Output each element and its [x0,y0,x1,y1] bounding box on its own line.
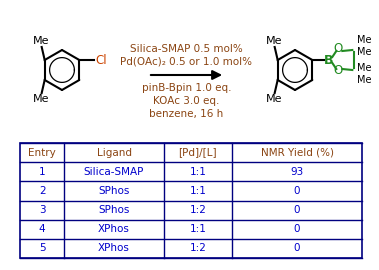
Text: Pd(OAc)₂ 0.5 or 1.0 mol%: Pd(OAc)₂ 0.5 or 1.0 mol% [121,57,252,67]
Text: 1:1: 1:1 [190,186,206,196]
Text: KOAc 3.0 eq.: KOAc 3.0 eq. [153,96,220,106]
Text: [Pd]/[L]: [Pd]/[L] [179,148,217,158]
Text: 1:1: 1:1 [190,224,206,234]
Text: 0: 0 [294,224,300,234]
Text: Me: Me [357,35,372,45]
Text: O: O [334,65,343,77]
Text: Me: Me [33,94,49,104]
Text: XPhos: XPhos [98,244,130,254]
Text: Silica-SMAP 0.5 mol%: Silica-SMAP 0.5 mol% [130,44,243,54]
Text: benzene, 16 h: benzene, 16 h [149,109,224,119]
Text: XPhos: XPhos [98,224,130,234]
Text: Ligand: Ligand [97,148,132,158]
Text: 5: 5 [39,244,45,254]
Text: Me: Me [265,36,282,46]
Text: NMR Yield (%): NMR Yield (%) [260,148,334,158]
Text: 0: 0 [294,244,300,254]
Text: 1: 1 [39,167,45,177]
Text: 2: 2 [39,186,45,196]
Text: 0: 0 [294,205,300,215]
Text: Silica-SMAP: Silica-SMAP [84,167,144,177]
Text: Me: Me [357,75,372,85]
Text: Me: Me [265,94,282,104]
Text: O: O [334,42,343,56]
Text: 1:2: 1:2 [190,205,206,215]
Text: Cl: Cl [96,53,107,66]
Text: SPhos: SPhos [99,205,130,215]
Text: 0: 0 [294,186,300,196]
Text: Me: Me [357,47,372,57]
Text: 1:2: 1:2 [190,244,206,254]
Text: B: B [324,53,333,66]
Text: pinB-Bpin 1.0 eq.: pinB-Bpin 1.0 eq. [142,83,231,93]
Text: 93: 93 [290,167,304,177]
Text: 3: 3 [39,205,45,215]
Text: 4: 4 [39,224,45,234]
Text: Entry: Entry [28,148,56,158]
Text: Me: Me [357,63,372,73]
FancyBboxPatch shape [20,143,362,258]
Text: Me: Me [33,36,49,46]
Text: SPhos: SPhos [99,186,130,196]
Text: 1:1: 1:1 [190,167,206,177]
